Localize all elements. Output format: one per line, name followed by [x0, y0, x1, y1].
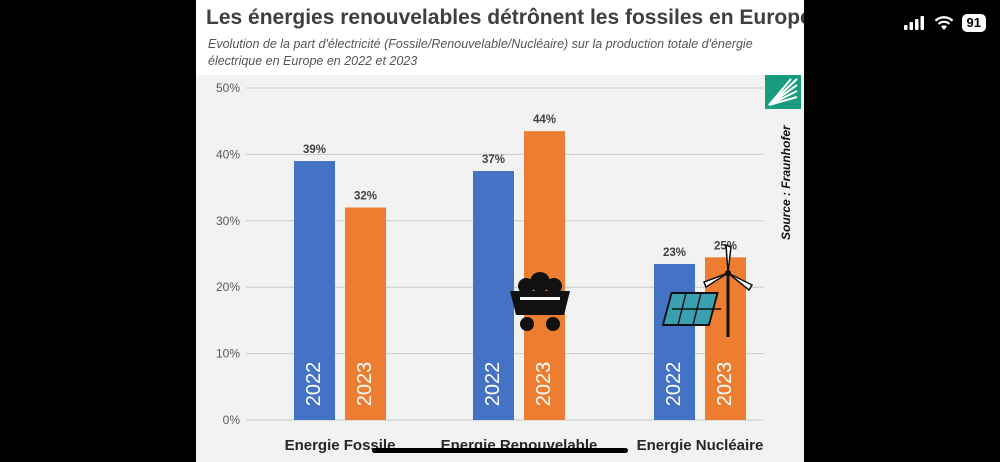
y-tick-label: 10%: [216, 347, 240, 361]
bar: [705, 257, 746, 420]
turbine-hub: [725, 270, 731, 276]
y-tick-label: 50%: [216, 81, 240, 95]
wifi-icon: [934, 15, 953, 30]
bar-year-label: 2023: [714, 362, 736, 407]
bar: [654, 263, 695, 420]
y-tick-label: 40%: [216, 147, 240, 161]
category-label: Energie Fossile: [285, 437, 396, 454]
category-label: Energie Nucléaire: [637, 437, 764, 454]
bar-year-label: 2022: [663, 362, 685, 407]
y-tick-label: 30%: [216, 214, 240, 228]
bar: [294, 161, 335, 421]
data-label: 37%: [482, 154, 505, 166]
coal-lump: [546, 278, 562, 294]
y-tick-label: 20%: [216, 280, 240, 294]
data-label: 23%: [663, 247, 686, 259]
bar-year-label: 2022: [482, 362, 504, 407]
chart-title: Les énergies renouvelables détrônent les…: [206, 6, 804, 29]
signal-icon: [903, 16, 924, 30]
turbine-blade: [727, 272, 754, 292]
solar-wind-icon: [661, 243, 754, 337]
bar-year-label: 2023: [354, 362, 376, 407]
bar-year-label: 2023: [533, 362, 555, 407]
data-label: 32%: [354, 191, 377, 203]
turbine-blade: [725, 243, 732, 274]
cart-stripe: [520, 297, 560, 300]
battery-indicator: 91: [961, 14, 986, 32]
coal-lump: [530, 272, 550, 292]
coal-cart-icon: [510, 272, 570, 331]
cart-body: [510, 291, 570, 315]
chart-subtitle: Evolution de la part d'électricité (Foss…: [208, 37, 753, 68]
status-bar: 91: [903, 14, 986, 32]
chart-card: Les énergies renouvelables détrônent les…: [196, 0, 804, 462]
data-label: 39%: [303, 144, 326, 156]
cart-wheel: [520, 317, 534, 331]
cart-wheel: [546, 317, 560, 331]
bar-chart: 0% 10% 20% 30% 40% 50% 39% 2022 37% 2022 23% 2022 32…: [216, 81, 764, 454]
bar: [473, 171, 514, 420]
data-label: 44%: [533, 114, 556, 126]
y-tick-label: 0%: [223, 413, 241, 427]
bar-year-label: 2022: [303, 362, 325, 407]
turbine-blade: [703, 272, 729, 289]
source-note: Source : Fraunhofer: [779, 125, 793, 240]
home-indicator[interactable]: [372, 448, 628, 453]
bar: [345, 207, 386, 420]
fraunhofer-logo: [765, 75, 801, 109]
